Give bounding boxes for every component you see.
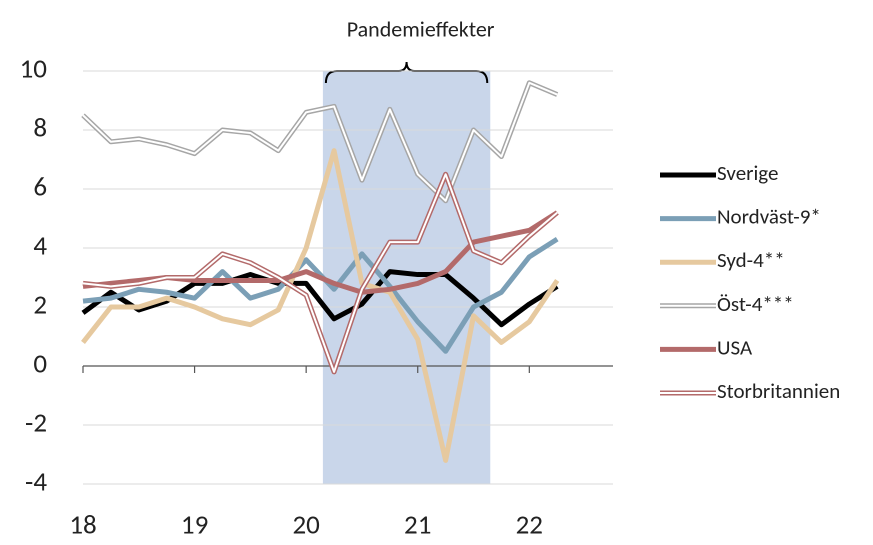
x-tick-label: 20 bbox=[292, 508, 319, 541]
brace bbox=[324, 61, 489, 84]
y-tick-label: 6 bbox=[33, 170, 47, 203]
x-tick-label: 21 bbox=[404, 508, 431, 541]
legend-label: Öst-4*** bbox=[717, 291, 794, 317]
x-tick-label: 18 bbox=[69, 508, 96, 541]
x-tick-label: 22 bbox=[516, 508, 543, 541]
y-tick-label: 8 bbox=[33, 111, 47, 144]
series-line-inner bbox=[82, 81, 558, 202]
y-tick-label: 4 bbox=[33, 229, 47, 262]
series-line bbox=[82, 237, 559, 354]
legend-label: Nordväst-9* bbox=[717, 204, 821, 230]
y-tick-label: 0 bbox=[33, 347, 47, 380]
y-tick-label: -4 bbox=[25, 465, 47, 498]
y-tick-label: -2 bbox=[25, 406, 47, 439]
shaded-region bbox=[322, 71, 491, 484]
x-tick-label: 19 bbox=[181, 508, 208, 541]
legend-label: Syd-4** bbox=[717, 247, 785, 273]
y-tick-label: 10 bbox=[20, 52, 47, 85]
legend-label: Storbritannien bbox=[717, 378, 840, 404]
series-line-inner bbox=[82, 173, 558, 373]
annotation-text: Pandemieffekter bbox=[347, 15, 495, 42]
legend-label: Sverige bbox=[717, 160, 778, 186]
y-tick-label: 2 bbox=[33, 288, 47, 321]
series-line bbox=[81, 148, 560, 463]
legend-label: USA bbox=[717, 334, 753, 360]
